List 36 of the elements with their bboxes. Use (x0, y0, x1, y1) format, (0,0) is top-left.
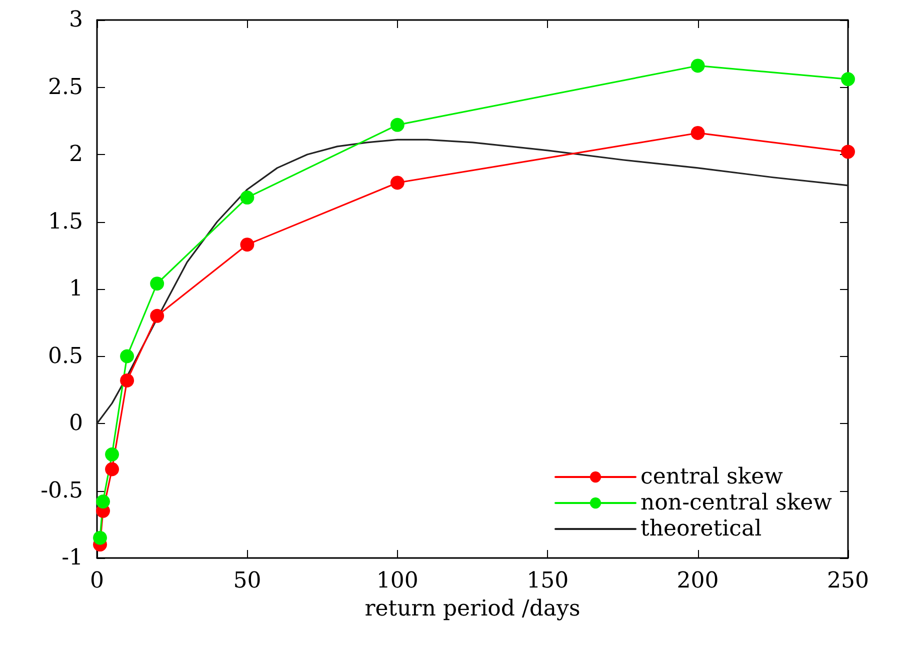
point (93, 530, 108, 545)
point (690, 126, 705, 140)
point (390, 118, 404, 132)
point (841, 72, 855, 86)
y-tick-label: 1 (69, 276, 83, 302)
y-tick-label: 2 (69, 142, 83, 167)
y-tick-label: 1.5 (48, 209, 83, 234)
y-tick-label: 0.5 (48, 344, 83, 369)
point (240, 190, 254, 205)
point (390, 176, 404, 190)
x-tick-label: 150 (526, 568, 569, 594)
legend-label: non-central skew (640, 490, 832, 516)
point (120, 349, 134, 364)
point (841, 144, 855, 159)
y-tick-label: -1 (62, 546, 83, 570)
x-tick-label: 50 (233, 568, 262, 594)
point (105, 447, 120, 462)
legend-label: central skew (640, 464, 784, 490)
x-axis-title: return period /days (364, 596, 580, 622)
x-tick-label: 200 (676, 568, 719, 594)
x-tick-label: 0 (90, 568, 104, 594)
y-tick-label: 3 (69, 8, 83, 32)
point (150, 276, 164, 291)
y-tick-label: -0.5 (40, 478, 83, 504)
point (105, 462, 120, 476)
y-tick-label: 0 (69, 411, 83, 436)
point (240, 238, 254, 252)
legend-label: theoretical (640, 516, 762, 542)
point (150, 308, 164, 323)
y-tick-label: 2.5 (48, 74, 83, 100)
point (96, 494, 110, 509)
line-series (96, 138, 849, 424)
point (120, 373, 134, 388)
point (690, 58, 705, 73)
x-tick-label: 100 (376, 568, 418, 594)
x-tick-label: 250 (827, 568, 869, 594)
